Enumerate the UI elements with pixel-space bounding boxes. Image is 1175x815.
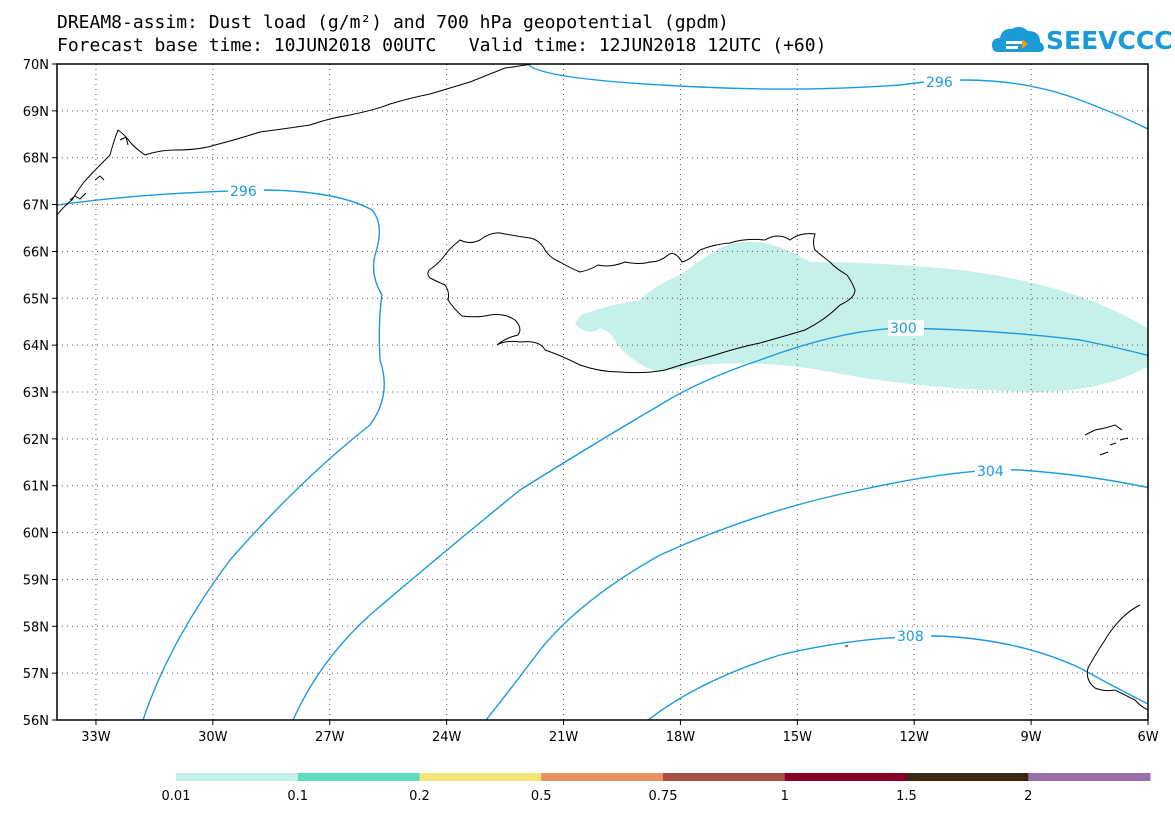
scotland-coast <box>1086 604 1148 711</box>
contour-label-300: 300 <box>890 321 917 337</box>
colorbar-swatch <box>784 773 907 781</box>
lat-label: 68N <box>23 152 49 167</box>
lon-label: 21W <box>549 730 579 745</box>
contour-304 <box>485 469 1148 720</box>
contour-300 <box>292 327 1148 720</box>
lon-label: 12W <box>900 730 930 745</box>
lat-label: 60N <box>23 527 49 542</box>
map-time-info: Forecast base time: 10JUN2018 00UTC Vali… <box>57 35 827 56</box>
lat-label: 59N <box>23 573 49 588</box>
contour-label-296-west: 296 <box>230 184 257 200</box>
contour-label-296-north: 296 <box>926 75 953 91</box>
lat-label: 58N <box>23 620 49 635</box>
faroes-coast <box>1084 424 1129 456</box>
contour-296-west <box>57 189 385 720</box>
lat-label: 57N <box>23 667 49 682</box>
colorbar-label: 0.5 <box>531 789 552 804</box>
lat-label: 56N <box>23 714 49 729</box>
lon-label: 33W <box>81 730 111 745</box>
lat-label: 70N <box>23 58 49 73</box>
dust-plume <box>575 241 1148 392</box>
colorbar-label: 2 <box>1024 789 1032 804</box>
lon-label: 24W <box>432 730 462 745</box>
graticule <box>57 64 1148 720</box>
contour-label-304: 304 <box>977 464 1004 480</box>
lon-label: 27W <box>315 730 345 745</box>
axes: 33W 30W 27W 24W 21W 18W 15W 12W 9W 6W 70N 69N 68N 67N… <box>23 58 1159 745</box>
lat-label: 63N <box>23 386 49 401</box>
colorbar: 0.01 0.1 0.2 0.5 0.75 1 1.5 2 <box>162 773 1151 804</box>
lon-label: 6W <box>1137 730 1158 745</box>
lat-label: 61N <box>23 480 49 495</box>
lat-label: 62N <box>23 433 49 448</box>
lat-label: 69N <box>23 105 49 120</box>
map-title: DREAM8-assim: Dust load (g/m²) and 700 h… <box>57 12 729 33</box>
contour-label-308: 308 <box>897 629 924 645</box>
cloud-logo-icon <box>992 26 1044 52</box>
lat-label: 67N <box>23 199 49 214</box>
colorbar-label: 0.75 <box>649 789 678 804</box>
lon-label: 9W <box>1021 730 1042 745</box>
lon-label: 15W <box>783 730 813 745</box>
lat-label: 64N <box>23 339 49 354</box>
colorbar-swatch <box>176 773 299 781</box>
colorbar-swatch <box>297 773 420 781</box>
geopotential-contours <box>57 64 1148 720</box>
contour-296-north <box>527 64 1148 130</box>
colorbar-label: 1.5 <box>896 789 917 804</box>
seevccc-logo-text: SEEVCCC <box>1046 26 1173 55</box>
colorbar-swatch <box>1028 773 1151 781</box>
contour-308 <box>647 635 1148 720</box>
colorbar-swatch <box>906 773 1029 781</box>
greenland-coast <box>57 64 533 216</box>
colorbar-swatch <box>419 773 542 781</box>
lon-label: 18W <box>666 730 696 745</box>
coastlines <box>57 64 1148 711</box>
contour-label-group: 296 296 300 304 308 <box>228 74 1011 645</box>
lat-label: 65N <box>23 292 49 307</box>
lat-label: 66N <box>23 245 49 260</box>
colorbar-swatch <box>663 773 786 781</box>
colorbar-label: 0.2 <box>409 789 430 804</box>
iceland-coast <box>427 232 856 374</box>
colorbar-label: 1 <box>781 789 789 804</box>
colorbar-swatch <box>541 773 664 781</box>
colorbar-label: 0.1 <box>287 789 308 804</box>
colorbar-label: 0.01 <box>162 789 191 804</box>
lon-label: 30W <box>198 730 228 745</box>
